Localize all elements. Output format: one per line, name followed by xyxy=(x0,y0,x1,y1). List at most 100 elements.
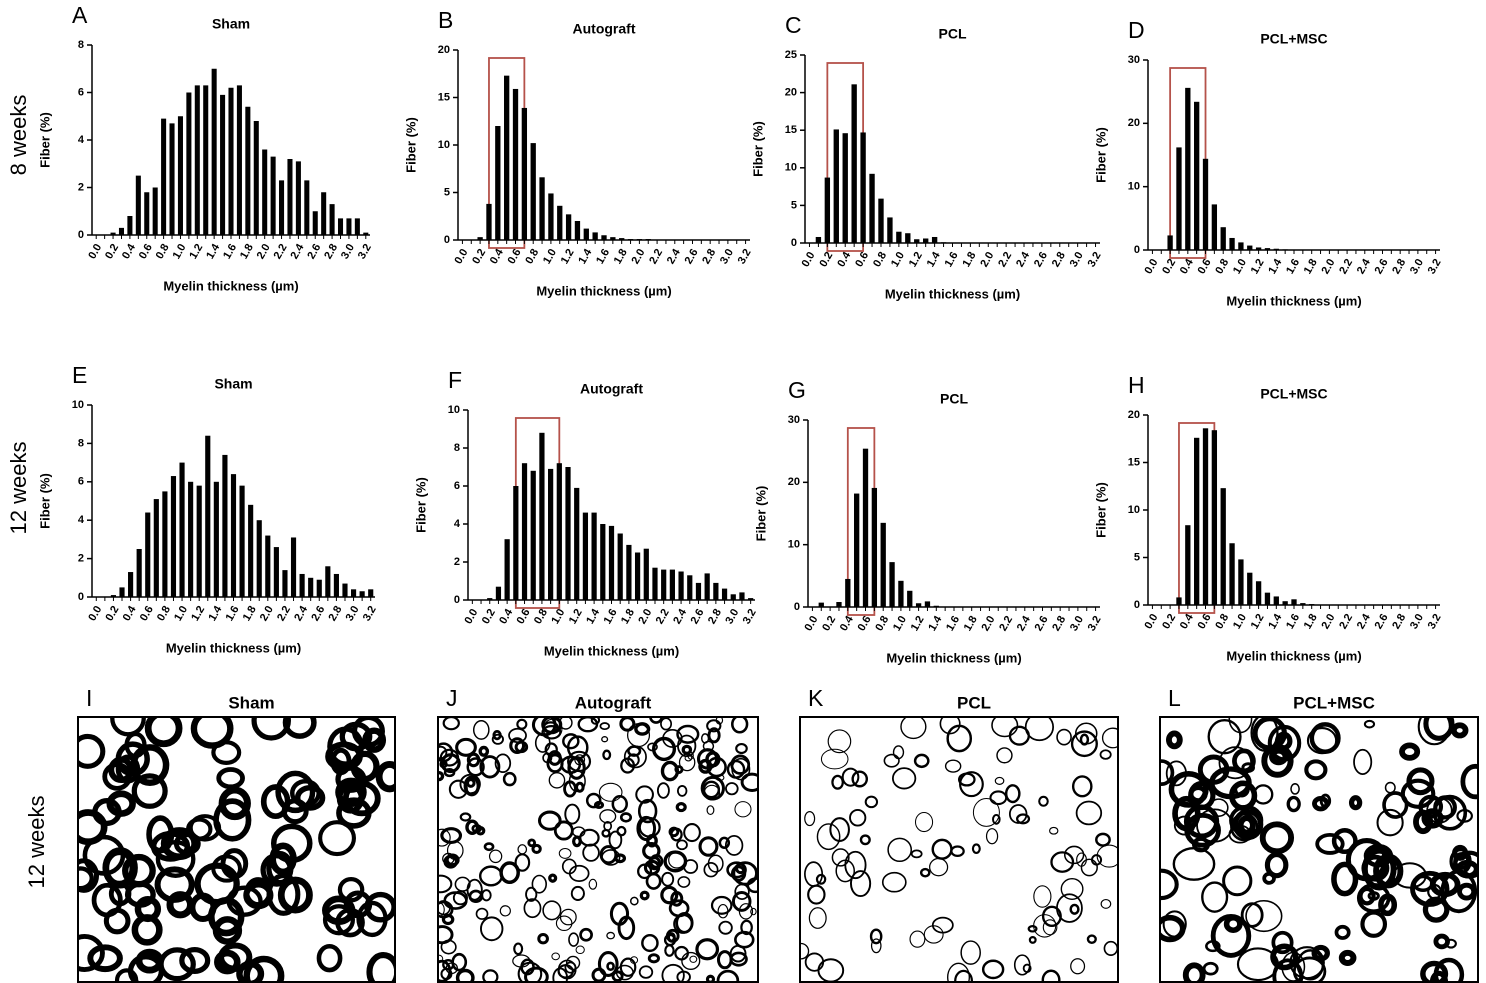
y-tick-label: 0 xyxy=(1134,599,1140,611)
y-tick-label: 0 xyxy=(454,594,460,606)
fiber xyxy=(160,827,198,861)
fiber xyxy=(585,792,602,809)
fiber xyxy=(665,928,680,943)
y-tick-label: 2 xyxy=(78,553,84,565)
bar xyxy=(179,462,185,597)
bar xyxy=(915,603,922,607)
fiber xyxy=(438,900,454,919)
fiber xyxy=(130,744,170,786)
fiber xyxy=(78,733,106,769)
bar xyxy=(704,573,710,600)
bar xyxy=(1185,525,1191,605)
fiber xyxy=(179,946,211,974)
fiber xyxy=(716,969,740,982)
x-tick-label: 0.4 xyxy=(497,606,515,626)
fiber xyxy=(1445,938,1457,949)
fiber xyxy=(1417,717,1451,746)
fiber xyxy=(499,861,520,885)
fiber xyxy=(700,775,725,801)
x-tick-label: 0.8 xyxy=(523,247,541,266)
fiber xyxy=(590,717,601,725)
x-tick-label: 0.4 xyxy=(121,603,139,623)
x-tick-label: 1.8 xyxy=(238,242,256,261)
x-tick-label: 0.2 xyxy=(1160,612,1178,631)
y-tick-label: 15 xyxy=(785,124,797,136)
x-tick-label: 2.8 xyxy=(700,247,718,266)
bar xyxy=(127,216,133,235)
fiber xyxy=(78,934,105,972)
bar xyxy=(836,602,842,607)
fiber xyxy=(1376,808,1404,837)
image-frame xyxy=(1159,716,1479,983)
panel-label: A xyxy=(72,2,88,28)
x-tick-label: 1.0 xyxy=(541,247,559,266)
fiber xyxy=(1027,925,1038,933)
x-tick-label: 2.6 xyxy=(1373,612,1391,631)
bar xyxy=(316,579,322,597)
bar xyxy=(279,180,285,235)
micrograph xyxy=(78,717,395,982)
fiber xyxy=(1099,749,1112,760)
x-axis-label: Myelin thickness (µm) xyxy=(166,640,301,655)
fiber xyxy=(220,848,249,880)
fiber xyxy=(707,727,721,744)
fiber xyxy=(1232,809,1264,841)
x-tick-label: 2.6 xyxy=(309,604,327,623)
fiber xyxy=(994,776,1005,785)
fiber xyxy=(1290,783,1300,795)
bar xyxy=(574,221,581,240)
bar xyxy=(290,537,297,597)
fiber xyxy=(335,777,367,808)
bar xyxy=(626,544,632,600)
bar xyxy=(713,582,719,600)
x-tick-label: 2.4 xyxy=(292,603,310,623)
fiber xyxy=(494,753,512,773)
fiber xyxy=(524,966,549,982)
fiber xyxy=(1228,717,1253,734)
x-tick-label: 1.8 xyxy=(1302,257,1320,276)
fiber xyxy=(463,775,481,797)
fiber xyxy=(366,951,395,982)
bar xyxy=(530,470,536,600)
fiber xyxy=(706,805,715,816)
bar xyxy=(265,535,271,597)
fiber xyxy=(356,900,388,938)
y-axis-label: Fiber (%) xyxy=(1093,127,1108,183)
x-tick-label: 1.6 xyxy=(1284,257,1302,276)
bar xyxy=(211,68,217,235)
fiber xyxy=(438,874,453,894)
y-tick-label: 10 xyxy=(785,162,797,174)
x-tick-label: 2.2 xyxy=(1337,612,1355,631)
x-axis-label: Myelin thickness (µm) xyxy=(163,278,298,293)
x-tick-label: 0.8 xyxy=(155,604,173,623)
fiber xyxy=(835,859,856,883)
fiber xyxy=(492,730,502,741)
bar xyxy=(136,549,142,597)
fiber xyxy=(567,750,592,773)
fiber xyxy=(698,836,719,857)
fiber xyxy=(514,740,529,754)
bar xyxy=(308,577,314,597)
fiber xyxy=(115,754,141,784)
x-tick-label: 0.4 xyxy=(838,613,856,633)
x-tick-label: 3.0 xyxy=(339,242,357,261)
fiber xyxy=(1456,809,1473,823)
fiber xyxy=(1202,961,1219,976)
image-frame xyxy=(77,716,396,983)
fiber xyxy=(1250,717,1279,752)
fiber xyxy=(1399,742,1421,761)
fiber xyxy=(1050,851,1075,873)
chart-title: PCL+MSC xyxy=(1260,31,1327,47)
bar xyxy=(256,520,262,597)
x-tick-label: 0.0 xyxy=(86,604,104,623)
y-tick-label: 30 xyxy=(1128,54,1140,66)
micrograph xyxy=(438,717,758,982)
fiber xyxy=(668,826,680,838)
x-tick-label: 0.0 xyxy=(1142,612,1160,631)
bar xyxy=(152,187,158,235)
fiber xyxy=(260,784,291,820)
x-tick-label: 1.6 xyxy=(594,247,612,266)
fiber xyxy=(564,803,581,825)
fiber xyxy=(1269,747,1289,766)
fiber xyxy=(482,969,499,982)
